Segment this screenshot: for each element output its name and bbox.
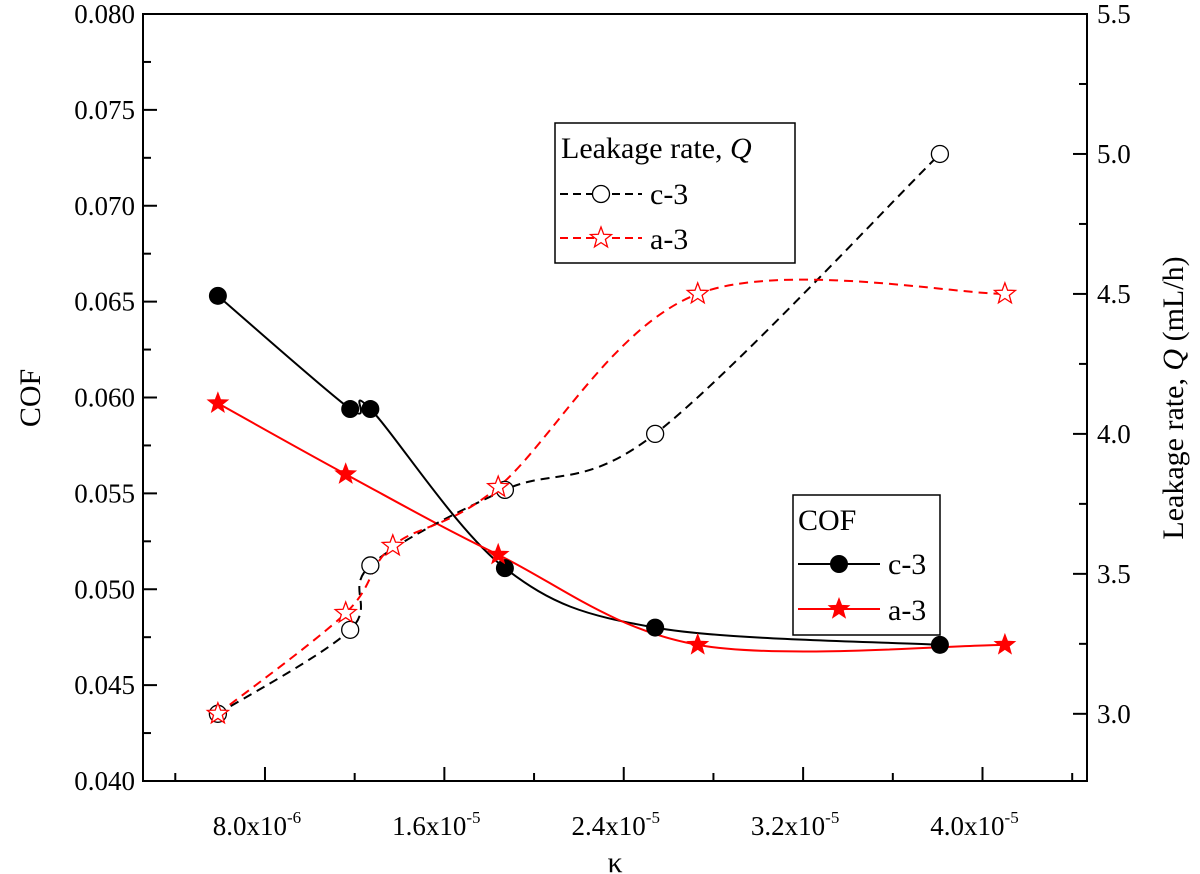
x-tick-mantissa: 4.0x10 xyxy=(930,811,1004,841)
legend-cof: COF c-3 a-3 xyxy=(792,494,941,636)
y-right-axis-title: Leakage rate, Q (mL/h) xyxy=(1157,256,1190,539)
x-tick-exponent: -5 xyxy=(466,808,480,827)
data-point-cof-a-3 xyxy=(993,632,1017,655)
x-axis-title: κ xyxy=(607,846,622,874)
data-point-leakage-c-3 xyxy=(930,144,950,164)
x-tick-exponent: -5 xyxy=(646,808,660,827)
x-tick-label: 4.0x10-5 xyxy=(930,808,1018,841)
y-right-title-var: Q xyxy=(1157,349,1190,371)
legend-filled-star-icon xyxy=(827,597,851,619)
y-left-tick-label: 0.060 xyxy=(74,383,135,413)
legend-leakage-a3-label: a-3 xyxy=(650,223,688,256)
legend-leakage-a3-marker xyxy=(588,225,614,249)
legend-leakage-title-prefix: Leakage rate, xyxy=(561,132,730,165)
legend-cof-title: COF xyxy=(798,504,856,537)
legend-leakage-c3-label: c-3 xyxy=(650,178,688,211)
data-point-leakage-a-3 xyxy=(992,281,1018,305)
data-point-leakage-a-3 xyxy=(205,700,231,725)
y-left-tick-label: 0.050 xyxy=(74,574,135,604)
data-point-cof-a-3 xyxy=(334,462,358,484)
data-point-cof-a-3 xyxy=(486,542,510,565)
data-point-cof-c-3 xyxy=(208,286,227,305)
x-tick-label: 8.0x10-6 xyxy=(213,808,301,841)
data-point-cof-c-3 xyxy=(361,400,380,419)
plot-marks xyxy=(205,144,1018,725)
x-tick-label: 2.4x10-5 xyxy=(572,808,660,841)
axes: 0.040 0.045 0.050 0.055 0.060 0.065 0.070 0.075… xyxy=(74,0,1131,841)
y-left-tick-label: 0.070 xyxy=(74,191,135,221)
legend-cof-c3-marker xyxy=(830,555,848,573)
x-tick-exponent: -6 xyxy=(287,808,301,827)
y-right-tick-label: 5.5 xyxy=(1097,0,1131,29)
y-right-tick-label: 5.0 xyxy=(1097,139,1131,169)
data-point-cof-c-3 xyxy=(646,618,665,637)
data-point-leakage-a-3 xyxy=(485,474,511,498)
y-right-title-prefix: Leakage rate, xyxy=(1157,371,1190,540)
x-tick-mantissa: 8.0x10 xyxy=(213,811,287,841)
legend-leakage-title: Leakage rate, Q xyxy=(561,132,752,165)
legend-open-circle-icon xyxy=(591,184,611,204)
x-tick-exponent: -5 xyxy=(1005,808,1019,827)
legend-filled-circle-icon xyxy=(830,555,848,573)
series-line-cof-a-3 xyxy=(217,402,1005,653)
x-tick-mantissa: 3.2x10 xyxy=(751,811,825,841)
data-point-leakage-a-3 xyxy=(685,281,710,305)
x-tick-exponent: -5 xyxy=(825,808,839,827)
data-point-leakage-a-3 xyxy=(380,533,406,557)
data-point-cof-c-3 xyxy=(930,635,949,654)
data-point-leakage-c-3 xyxy=(645,424,665,444)
x-tick-label: 1.6x10-5 xyxy=(392,808,480,841)
legend-leakage-c3-marker xyxy=(591,184,611,204)
legend-leakage-title-var: Q xyxy=(730,132,752,165)
y-right-tick-label: 4.0 xyxy=(1097,419,1131,449)
legend-cof-c3-label: c-3 xyxy=(888,548,926,581)
y-left-tick-label: 0.065 xyxy=(74,287,135,317)
y-right-tick-label: 3.5 xyxy=(1097,559,1131,589)
legend-open-star-icon xyxy=(588,225,614,249)
x-tick-mantissa: 1.6x10 xyxy=(392,811,466,841)
y-left-tick-label: 0.080 xyxy=(74,0,135,29)
y-right-title-suffix: (mL/h) xyxy=(1157,256,1190,348)
data-point-leakage-a-3 xyxy=(333,600,358,624)
data-point-leakage-c-3 xyxy=(361,556,380,575)
y-left-tick-label: 0.055 xyxy=(74,478,135,508)
legend-leakage: Leakage rate, Q c-3 a-3 xyxy=(554,122,796,264)
x-tick-mantissa: 2.4x10 xyxy=(572,811,646,841)
data-point-cof-a-3 xyxy=(206,391,230,413)
legend-cof-a3-label: a-3 xyxy=(888,594,926,627)
data-point-cof-c-3 xyxy=(341,400,360,419)
x-tick-label: 3.2x10-5 xyxy=(751,808,839,841)
y-right-tick-label: 4.5 xyxy=(1097,279,1131,309)
series-line-cof-c-3 xyxy=(217,295,940,646)
legend-cof-a3-marker xyxy=(827,597,851,619)
y-left-tick-label: 0.040 xyxy=(74,766,135,796)
y-left-tick-label: 0.075 xyxy=(74,95,135,125)
data-point-leakage-c-3 xyxy=(341,620,360,639)
y-left-tick-label: 0.045 xyxy=(74,670,135,700)
data-point-cof-a-3 xyxy=(686,632,710,655)
y-right-tick-label: 3.0 xyxy=(1097,699,1131,729)
y-left-axis-title: COF xyxy=(14,369,47,427)
data-point-cof-c-3 xyxy=(495,559,514,578)
